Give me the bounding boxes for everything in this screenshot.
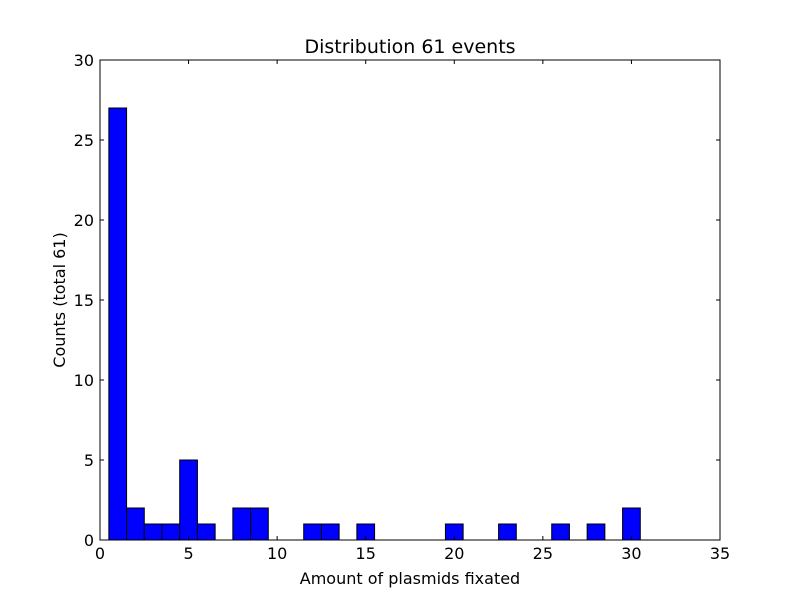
y-tick-label: 5 bbox=[84, 451, 94, 470]
histogram-bar bbox=[498, 523, 517, 541]
x-tick-label: 5 bbox=[183, 544, 193, 563]
x-tick-label: 30 bbox=[621, 544, 641, 563]
histogram-bar bbox=[108, 107, 128, 541]
y-tick-label: 10 bbox=[74, 371, 94, 390]
y-tick-label: 0 bbox=[84, 531, 94, 550]
x-axis-title: Amount of plasmids fixated bbox=[300, 569, 520, 588]
x-tick-label: 20 bbox=[444, 544, 464, 563]
x-tick-label: 10 bbox=[267, 544, 287, 563]
y-tick-label: 30 bbox=[74, 51, 94, 70]
histogram-bar bbox=[232, 507, 252, 541]
y-tick-label: 20 bbox=[74, 211, 94, 230]
histogram-bar bbox=[622, 507, 641, 541]
x-tick-label: 0 bbox=[95, 544, 105, 563]
chart-title: Distribution 61 events bbox=[304, 36, 515, 58]
x-tick-label: 15 bbox=[356, 544, 376, 563]
histogram-bar bbox=[303, 523, 322, 541]
bars-group bbox=[108, 107, 641, 541]
histogram-bar bbox=[250, 507, 269, 541]
histogram-bar bbox=[586, 523, 606, 541]
y-tick-label: 15 bbox=[74, 291, 94, 310]
histogram-bar bbox=[196, 523, 216, 541]
histogram-bar bbox=[320, 523, 340, 541]
histogram-bar bbox=[143, 523, 163, 541]
histogram-bar bbox=[161, 523, 181, 541]
x-tick-label: 25 bbox=[533, 544, 553, 563]
histogram-bar bbox=[179, 459, 198, 541]
histogram-bar bbox=[126, 507, 145, 541]
ticks-group: 0 5 10 15 20 25 30 35 0 5 10 15 20 25 30 bbox=[74, 51, 731, 563]
y-tick-label: 25 bbox=[74, 131, 94, 150]
x-tick-label: 35 bbox=[710, 544, 730, 563]
y-axis-title: Counts (total 61) bbox=[50, 232, 69, 367]
histogram-bar bbox=[551, 523, 570, 541]
